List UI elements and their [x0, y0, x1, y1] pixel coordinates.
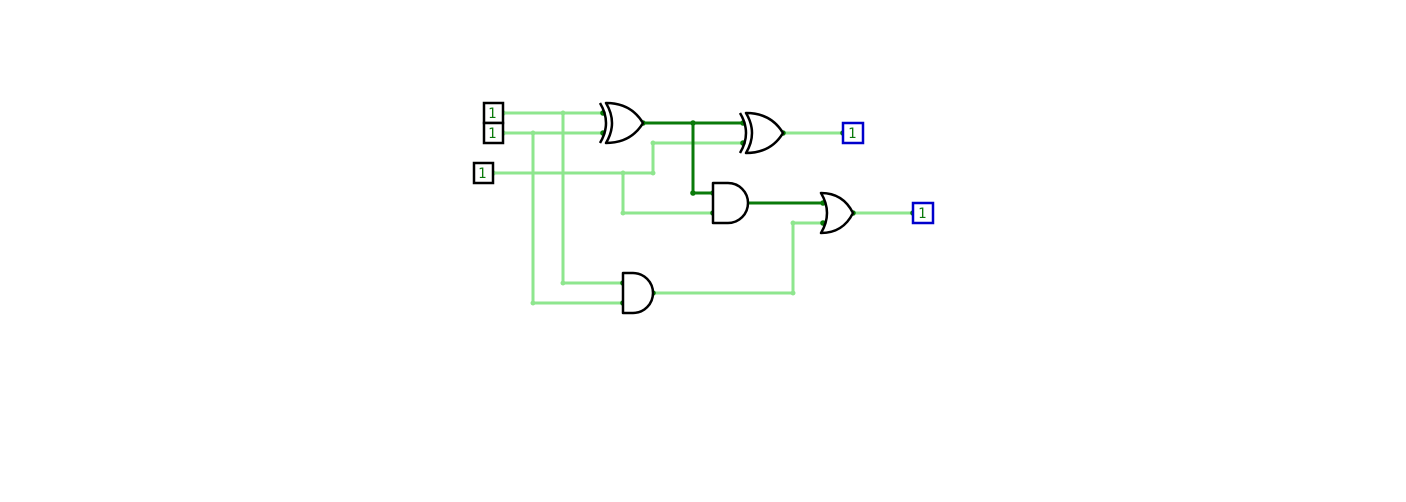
- xor-gate-2[interactable]: [738, 111, 785, 155]
- junction-dot: [650, 140, 656, 146]
- input-pin-b-value: 1: [488, 126, 496, 142]
- junction-dot: [690, 190, 696, 196]
- input-pin-a-value: 1: [488, 106, 496, 122]
- and-gate-2[interactable]: [621, 271, 655, 315]
- output-pin-sum: 1: [841, 121, 865, 145]
- wire-xor1-to-and1: [691, 121, 715, 195]
- output-pin-cout-value: 1: [918, 206, 926, 222]
- wire-b-to-and2: [531, 131, 625, 305]
- junction-dot: [790, 220, 796, 226]
- input-pin-b[interactable]: 1: [482, 121, 505, 145]
- output-pin-sum-value: 1: [848, 126, 856, 142]
- junction-dot: [690, 120, 696, 126]
- output-pin-cout: 1: [911, 201, 935, 225]
- or-gate[interactable]: [819, 191, 855, 235]
- input-pin-cin[interactable]: 1: [472, 161, 495, 185]
- junction-dot: [620, 170, 626, 176]
- junction-dot: [650, 170, 656, 176]
- junction-dot: [560, 110, 566, 116]
- wire-cin-to-xor2: [651, 141, 745, 175]
- junction-dot: [530, 130, 536, 136]
- input-pin-cin-value: 1: [478, 166, 486, 182]
- junction-dot: [620, 210, 626, 216]
- xor-gate-1[interactable]: [598, 101, 645, 145]
- junction-dot: [560, 280, 566, 286]
- wire-and2-to-or: [651, 221, 825, 295]
- junction-dot: [790, 290, 796, 296]
- and-gate-1[interactable]: [711, 181, 750, 225]
- junction-dot: [530, 300, 536, 306]
- input-pin-a[interactable]: 1: [482, 101, 505, 125]
